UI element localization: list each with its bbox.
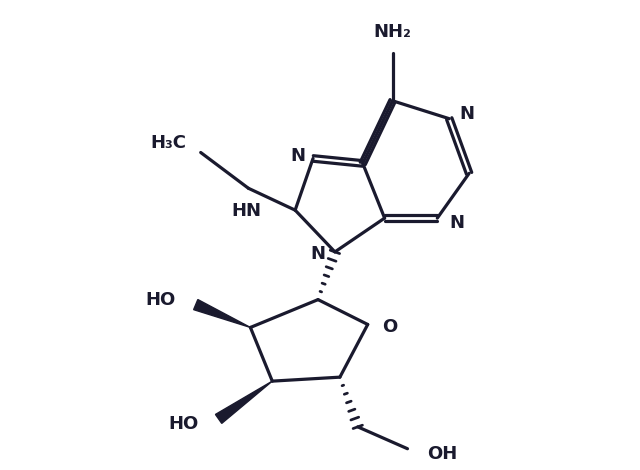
- Text: NH₂: NH₂: [374, 23, 412, 41]
- Text: N: N: [459, 105, 474, 123]
- Text: OH: OH: [428, 445, 458, 462]
- Text: HN: HN: [232, 202, 261, 220]
- Text: N: N: [310, 245, 325, 263]
- Polygon shape: [216, 381, 272, 423]
- Text: H₃C: H₃C: [151, 133, 187, 151]
- Text: N: N: [449, 214, 464, 232]
- Text: N: N: [290, 148, 305, 165]
- Text: HO: HO: [168, 415, 199, 433]
- Text: O: O: [381, 319, 397, 337]
- Polygon shape: [194, 299, 250, 328]
- Text: HO: HO: [146, 290, 176, 309]
